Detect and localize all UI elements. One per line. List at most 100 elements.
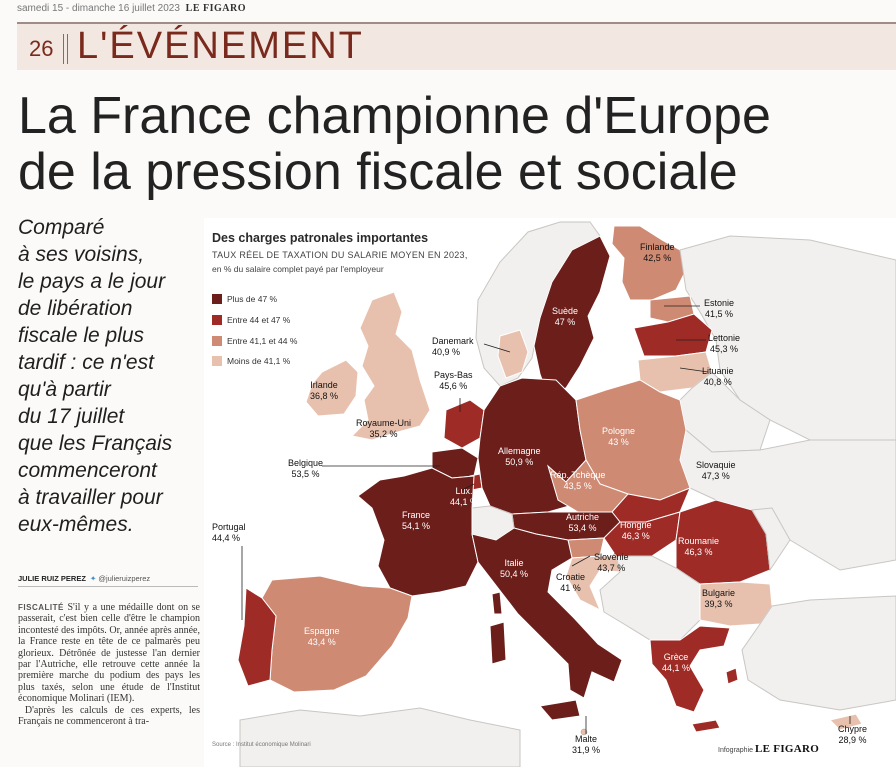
country-value: 40,9 %	[432, 347, 461, 357]
section-separator	[63, 34, 68, 64]
country-value: 31,9 %	[572, 745, 601, 755]
country-label-slovenie: Slovénie 43,7 %	[594, 552, 629, 574]
infographic-title: Des charges patronales importantes	[212, 231, 429, 245]
dateline-text: samedi 15 - dimanche 16 juillet 2023	[17, 3, 180, 14]
country-value: 46,3 %	[621, 531, 650, 541]
country-ireland	[305, 359, 359, 417]
country-value: 53,5 %	[291, 469, 320, 479]
credit-brand: LE FIGARO	[754, 743, 820, 755]
infographic-subtitle: TAUX RÉEL DE TAXATION DU SALARIE MOYEN E…	[212, 250, 468, 260]
country-name: Lituanie	[702, 366, 734, 376]
country-name: Allemagne	[498, 446, 541, 456]
country-value: 53,4 %	[568, 523, 597, 533]
standfirst-line: le pays a le jour	[18, 270, 166, 293]
section-header: 26 L'ÉVÉNEMENT	[17, 22, 896, 70]
standfirst-line: Comparé	[18, 216, 105, 239]
country-label-chypre: Chypre 28,9 %	[838, 724, 867, 746]
leader-denmark	[483, 343, 511, 353]
europe-map	[204, 218, 896, 767]
country-name: Grèce	[663, 652, 689, 662]
country-label-pays-bas: Pays-Bas 45,6 %	[434, 370, 473, 392]
country-value: 47,3 %	[701, 471, 730, 481]
country-name: Espagne	[304, 626, 340, 636]
standfirst-line: commenceront	[18, 459, 157, 482]
legend-item: Entre 41,1 et 44 %	[212, 336, 297, 346]
country-name: Slovaquie	[696, 460, 736, 470]
masthead-brand: LE FIGARO	[185, 3, 247, 14]
country-denmark	[497, 329, 529, 379]
country-label-lux: Lux. 44,1 %	[450, 486, 478, 508]
country-value: 47 %	[554, 317, 576, 327]
country-label-lituanie: Lituanie 40,8 %	[702, 366, 734, 388]
country-sardinia	[489, 621, 507, 665]
country-name: Autriche	[566, 512, 600, 522]
country-value: 44,1 %	[662, 663, 691, 673]
country-name: Pays-Bas	[434, 370, 473, 380]
infographic-credit: Infographie LE FIGARO	[718, 743, 819, 755]
country-label-estonie: Estonie 41,5 %	[704, 298, 734, 320]
country-value: 42,5 %	[643, 253, 672, 263]
infographic-unit-note: en % du salaire complet payé par l'emplo…	[212, 264, 384, 274]
dateline: samedi 15 - dimanche 16 juillet 2023 LE …	[17, 3, 246, 14]
country-name: Chypre	[838, 724, 868, 734]
country-label-royaume-uni: Royaume-Uni 35,2 %	[356, 418, 411, 440]
country-name: Estonie	[704, 298, 735, 308]
country-sicily	[539, 699, 581, 721]
country-label-grece: Grèce 44,1 %	[662, 652, 690, 674]
standfirst: Comparé à ses voisins, le pays a le jour…	[18, 214, 208, 538]
country-label-portugal: Portugal 44,4 %	[212, 522, 246, 544]
country-greece	[649, 625, 731, 713]
country-value: 50,4 %	[500, 569, 529, 579]
country-name: Pologne	[602, 426, 636, 436]
country-value: 44,4 %	[212, 533, 241, 543]
standfirst-line: qu'à partir	[18, 378, 111, 401]
headline: La France championne d'Europe de la pres…	[18, 88, 888, 200]
legend-label: Entre 41,1 et 44 %	[227, 336, 298, 346]
legend-swatch	[212, 356, 222, 366]
standfirst-line: que les Français	[18, 432, 173, 455]
country-name: Malte	[575, 734, 598, 744]
country-name: Lettonie	[708, 333, 741, 343]
country-label-slovaquie: Slovaquie 47,3 %	[696, 460, 736, 482]
country-value: 44,1 %	[450, 497, 479, 507]
country-cyprus	[829, 713, 863, 731]
country-greece-islands	[691, 667, 739, 733]
country-name: Irlande	[310, 380, 338, 390]
country-name: Royaume-Uni	[356, 418, 412, 428]
legend-label: Entre 44 et 47 %	[227, 315, 291, 325]
legend-swatch	[212, 336, 222, 346]
country-name: Croatie	[556, 572, 586, 582]
standfirst-line: de libération	[18, 297, 133, 320]
body-paragraph-2: D'après les calculs de ces experts, les …	[18, 704, 201, 728]
country-sweden	[533, 235, 611, 397]
country-value: 50,9 %	[505, 457, 534, 467]
country-label-allemagne: Allemagne 50,9 %	[498, 446, 541, 468]
country-corsica	[491, 591, 503, 615]
country-label-autriche: Autriche 53,4 %	[566, 512, 599, 534]
country-label-rep-tcheque: Rép. Tchèque 43,5 %	[550, 470, 605, 492]
country-latvia	[633, 313, 713, 357]
country-name: Slovénie	[594, 552, 629, 562]
country-label-irlande: Irlande 36,8 %	[310, 380, 338, 402]
country-name: Roumanie	[678, 536, 720, 546]
page-number: 26	[29, 36, 54, 61]
country-value: 35,2 %	[369, 429, 398, 439]
country-value: 28,9 %	[838, 735, 867, 745]
country-label-malte: Malte 31,9 %	[572, 734, 600, 756]
leader-lines	[241, 305, 851, 734]
country-value: 45,3 %	[710, 344, 739, 354]
legend-item: Plus de 47 %	[212, 294, 277, 304]
country-label-bulgarie: Bulgarie 39,3 %	[702, 588, 735, 610]
standfirst-line: à ses voisins,	[18, 243, 145, 266]
country-france	[357, 467, 479, 597]
country-value: 41 %	[560, 583, 581, 593]
legend-label: Moins de 41,1 %	[227, 356, 291, 366]
country-turkey	[741, 595, 896, 711]
country-label-suede: Suède 47 %	[552, 306, 578, 328]
country-name: Danemark	[432, 336, 474, 346]
body-paragraph-1: S'il y a une médaille dont on se passera…	[18, 602, 200, 705]
legend-item: Moins de 41,1 %	[212, 356, 290, 366]
legend-swatch	[212, 315, 222, 325]
standfirst-line: tardif : ce n'est	[18, 351, 154, 374]
country-name: Bulgarie	[702, 588, 736, 598]
